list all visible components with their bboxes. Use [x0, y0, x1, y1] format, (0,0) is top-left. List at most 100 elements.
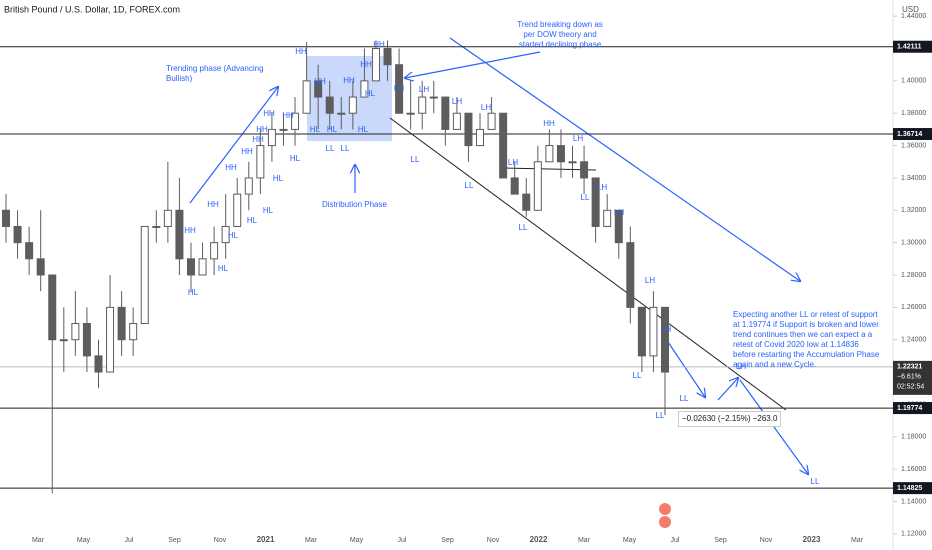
note: Distribution Phase	[322, 200, 387, 209]
swing-label: LH	[394, 84, 404, 93]
candle-body	[371, 48, 380, 82]
event-icon	[659, 516, 671, 528]
candle-body	[302, 80, 311, 114]
swing-label: HH	[252, 135, 264, 144]
swing-label: LH	[573, 134, 583, 143]
y-tick-label: 1.18000	[901, 434, 926, 441]
swing-label: LL	[326, 144, 335, 153]
candle-body	[233, 193, 242, 227]
x-tick-label: 2021	[257, 535, 275, 544]
swing-label: HH	[314, 77, 326, 86]
price-label-box	[893, 482, 932, 495]
y-tick-label: 1.34000	[901, 175, 926, 182]
arrow	[405, 51, 541, 78]
x-tick-label: Mar	[305, 537, 318, 544]
x-tick-label: Mar	[578, 537, 591, 544]
swing-label: HH	[184, 226, 196, 235]
x-tick-label: Mar	[32, 537, 45, 544]
candle-body	[36, 258, 45, 276]
measure: −0.02630 (−2.15%) −263.0	[678, 411, 782, 427]
arrow	[189, 87, 278, 204]
x-tick-label: Nov	[760, 537, 773, 544]
swing-label: HL	[247, 216, 258, 225]
note: Trend breaking down as per DOW theory an…	[517, 20, 603, 49]
candle-body	[198, 258, 207, 276]
price-label-box	[893, 128, 932, 141]
candle-body	[314, 80, 323, 98]
x-tick-label: Jul	[125, 537, 134, 544]
swing-label: HH	[343, 76, 355, 85]
candle-body	[429, 96, 438, 99]
swing-label: HL	[310, 125, 321, 134]
note: Trending phase (Advancing Bullish)	[166, 64, 264, 83]
swing-label: HL	[273, 174, 284, 183]
current-price: 1.22321	[897, 364, 922, 371]
swing-label: LH	[597, 183, 607, 192]
candle-body	[649, 306, 658, 357]
candle-body	[348, 96, 357, 114]
x-tick-label: May	[623, 537, 637, 544]
swing-label: HH	[241, 147, 253, 156]
candle-body	[106, 306, 115, 373]
y-tick-label: 1.38000	[901, 110, 926, 117]
swing-label: LH	[645, 276, 655, 285]
arrow	[667, 341, 705, 397]
chart-title: British Pound / U.S. Dollar, 1D, FOREX.c…	[4, 4, 180, 14]
swing-label: HL	[358, 125, 369, 134]
candle-body	[163, 209, 172, 227]
candle-body	[325, 96, 334, 114]
x-tick-label: Jul	[398, 537, 407, 544]
swing-label: HH	[282, 111, 294, 120]
candle-body	[221, 225, 230, 244]
candle-body	[545, 145, 554, 163]
swing-label: HL	[188, 288, 199, 297]
swing-label: LH	[661, 325, 671, 334]
y-tick-label: 1.16000	[901, 466, 926, 473]
swing-label: HH	[373, 40, 385, 49]
x-tick-label: Jul	[671, 537, 680, 544]
swing-label: HH	[207, 200, 219, 209]
candle-body	[82, 323, 91, 357]
candle-body	[360, 80, 369, 98]
swing-label: HH	[263, 109, 275, 118]
candle-body	[406, 112, 415, 115]
x-tick-label: May	[77, 537, 91, 544]
candle-body	[441, 96, 450, 130]
y-tick-label: 1.12000	[901, 531, 926, 538]
swing-label: LL	[581, 193, 590, 202]
price-label-box	[893, 402, 932, 415]
candle-body	[487, 112, 496, 130]
y-tick-label: 1.40000	[901, 78, 926, 85]
candle-body	[476, 128, 485, 147]
event-icon	[659, 503, 671, 515]
candle-body	[256, 145, 265, 179]
arrow	[717, 378, 738, 401]
candle-body	[129, 323, 138, 341]
currency: USD	[902, 5, 919, 14]
swing-label: HL	[263, 206, 274, 215]
candle-body	[94, 355, 103, 373]
swing-label: LH	[419, 85, 429, 94]
price-label: 1.42111	[897, 44, 922, 51]
candle-body	[2, 209, 10, 227]
swing-label: HL	[365, 89, 376, 98]
candle-body	[452, 112, 461, 130]
swing-label: LH	[452, 97, 462, 106]
current-timer: 02:52:54	[897, 384, 924, 391]
price-label: 1.19774	[897, 405, 922, 412]
candle-body	[117, 306, 126, 341]
candle-body	[603, 209, 612, 227]
current-price-box	[893, 360, 932, 395]
swing-label: HL	[218, 264, 229, 273]
y-tick-label: 1.26000	[901, 304, 926, 311]
candle-body	[510, 177, 519, 195]
arrow	[449, 37, 800, 281]
swing-label: HH	[256, 125, 268, 134]
x-tick-label: May	[350, 537, 364, 544]
swing-label: LH	[481, 103, 491, 112]
swing-label: LL	[633, 371, 642, 380]
swing-label: LH	[614, 208, 624, 217]
y-tick-label: 1.44000	[901, 13, 926, 20]
